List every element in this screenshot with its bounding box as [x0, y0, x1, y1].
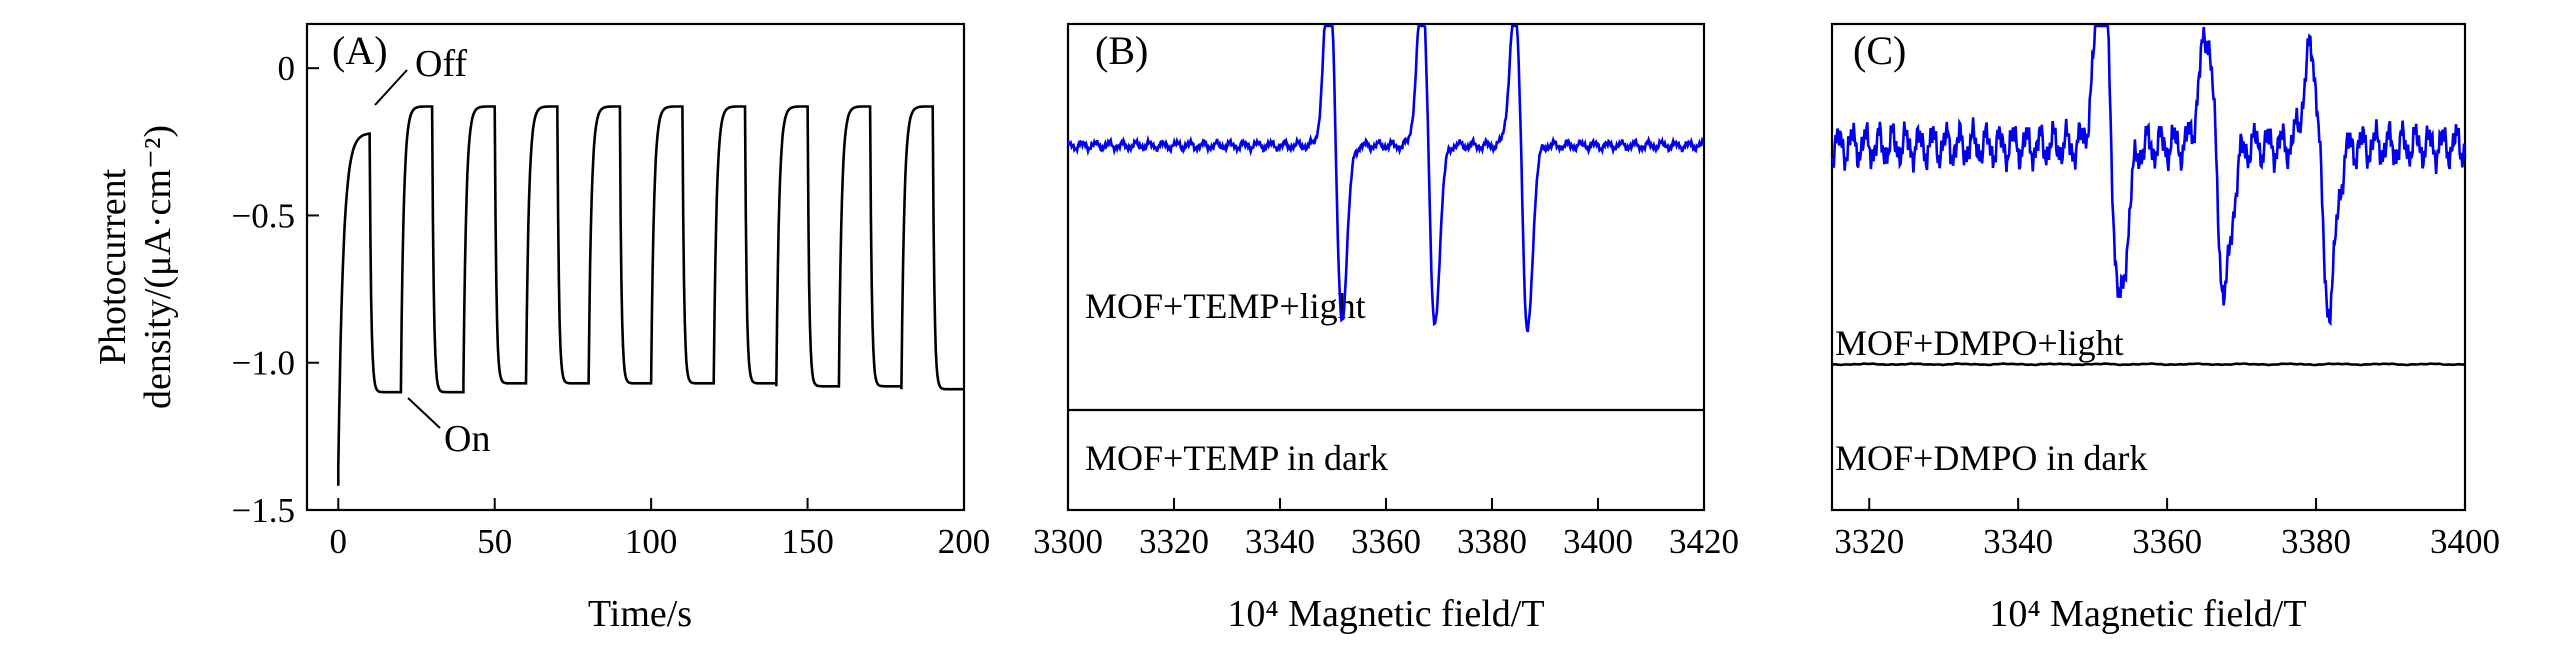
panel-a-ticks: 0 50 100 150 200 0 −0.5 −1.0 −1.5 — [232, 49, 991, 561]
panel-a-x-tick-label: 150 — [781, 522, 834, 561]
panel-a-ylabel-line1: Photocurrent — [92, 168, 134, 365]
panel-b-x-tick-label: 3420 — [1669, 522, 1739, 561]
panel-a-x-tick-label: 200 — [938, 522, 991, 561]
panel-b-ticks: 3300 3320 3340 3360 3380 3400 3420 — [1033, 498, 1739, 561]
panel-a-off-leader — [374, 69, 408, 106]
panel-a-x-tick-label: 100 — [625, 522, 678, 561]
panel-a-xlabel: Time/s — [588, 593, 692, 635]
panel-c-light-spectrum — [1830, 24, 2467, 327]
panel-a-y-tick-label: −1.0 — [232, 344, 296, 383]
panel-b-xlabel: 10⁴ Magnetic field/T — [1227, 593, 1544, 635]
panel-a-label: (A) — [332, 28, 388, 73]
panel-c-light-series-label: MOF+DMPO+light — [1835, 323, 2124, 363]
panel-a-x-tick-label: 50 — [477, 522, 512, 561]
panel-c-frame — [1830, 22, 2467, 512]
panel-b-label: (B) — [1095, 28, 1148, 73]
panel-a-y-tick-label: 0 — [278, 49, 296, 88]
panel-b-x-tick-label: 3320 — [1139, 522, 1209, 561]
panel-c-x-tick-label: 3360 — [2132, 522, 2202, 561]
panel-c-ticks: 3320 3340 3360 3380 3400 — [1834, 498, 2500, 561]
panel-c: (C) 10⁴ Magnetic field/T MOF+DMPO+light … — [1830, 22, 2500, 635]
panel-a-on-leader — [407, 397, 441, 429]
panel-c-x-tick-label: 3320 — [1834, 522, 1904, 561]
panel-b-x-tick-label: 3340 — [1245, 522, 1315, 561]
panel-b-x-tick-label: 3300 — [1033, 522, 1103, 561]
panel-c-dark-spectrum — [1831, 362, 2466, 367]
panel-c-label: (C) — [1853, 28, 1906, 73]
panel-a-x-tick-label: 0 — [330, 522, 348, 561]
panel-a-y-tick-label: −0.5 — [232, 196, 296, 235]
panel-a: (A) Photocurrent density/(μA·cm⁻²) Time/… — [92, 22, 991, 635]
panel-c-x-tick-label: 3340 — [1983, 522, 2053, 561]
panel-b-x-tick-label: 3400 — [1563, 522, 1633, 561]
panel-a-ylabel-line2: density/(μA·cm⁻²) — [137, 125, 179, 409]
panel-a-y-tick-label: −1.5 — [232, 491, 296, 530]
panel-b-dark-series-label: MOF+TEMP in dark — [1085, 438, 1388, 478]
panel-b-x-tick-label: 3380 — [1457, 522, 1527, 561]
panel-a-annotation-on: On — [444, 418, 490, 460]
panel-c-x-tick-label: 3400 — [2430, 522, 2500, 561]
panel-c-xlabel: 10⁴ Magnetic field/T — [1989, 593, 2306, 635]
panel-c-dark-series-label: MOF+DMPO in dark — [1835, 438, 2147, 478]
panel-c-x-tick-label: 3380 — [2281, 522, 2351, 561]
panel-b-light-spectrum — [1066, 24, 1705, 333]
panel-b-light-series-label: MOF+TEMP+light — [1085, 286, 1366, 326]
panel-a-annotation-off: Off — [415, 43, 467, 85]
panel-b: (B) 10⁴ Magnetic field/T MOF+TEMP+light … — [1033, 22, 1739, 635]
panel-a-photocurrent-line — [337, 105, 964, 486]
panel-b-x-tick-label: 3360 — [1351, 522, 1421, 561]
panel-a-frame — [305, 22, 966, 512]
